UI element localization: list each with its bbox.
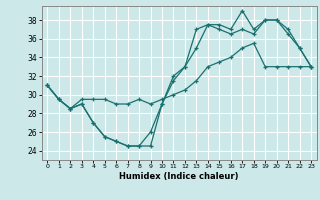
X-axis label: Humidex (Indice chaleur): Humidex (Indice chaleur) <box>119 172 239 181</box>
